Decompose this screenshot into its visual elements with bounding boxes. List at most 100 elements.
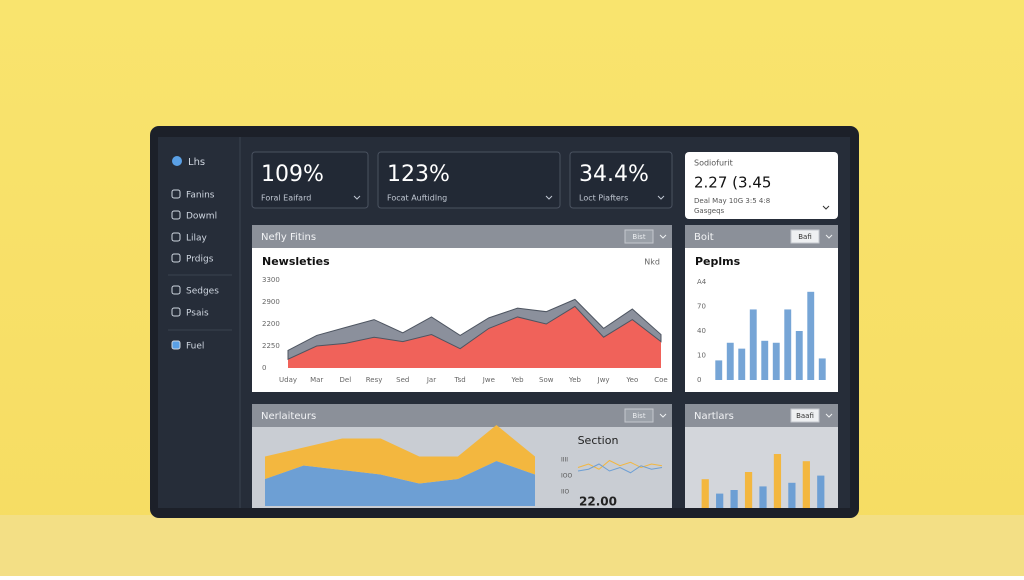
bar — [744, 472, 753, 508]
panel-header-title: Nerlaiteurs — [261, 411, 316, 422]
y-tick-label: 3300 — [262, 276, 280, 284]
area — [287, 298, 662, 360]
kpi-label: Loct Piafters — [579, 194, 628, 203]
bar — [715, 360, 723, 380]
nav-item: Sedges — [186, 287, 219, 297]
chart-title: Newsleties — [262, 255, 330, 268]
panel-header-title: Nartlars — [694, 411, 734, 422]
kpi-value: 109% — [261, 162, 324, 187]
nav-icon[interactable] — [171, 307, 181, 317]
nav-icon[interactable] — [171, 232, 181, 242]
header-caret — [825, 234, 833, 239]
bar — [749, 309, 757, 380]
x-tick-label: Yeo — [625, 376, 638, 384]
panel-header — [252, 404, 672, 427]
brand: Lhs — [188, 157, 205, 168]
line — [577, 463, 663, 474]
bar — [761, 340, 769, 380]
area — [288, 306, 661, 368]
nav-item: Fanins — [186, 191, 215, 201]
header-button[interactable] — [624, 229, 654, 244]
y-tick-label: 70 — [697, 303, 706, 311]
area — [265, 425, 535, 484]
table — [0, 515, 1024, 576]
x-tick-label: Mar — [310, 376, 323, 384]
kpi-value: 34.4% — [579, 162, 649, 187]
nav-icon[interactable] — [171, 253, 181, 263]
panel-body — [252, 248, 672, 392]
x-tick-label: Resy — [366, 376, 383, 384]
x-tick-label: Tsd — [454, 376, 466, 384]
kpi-caption: Sodiofurit — [694, 159, 733, 168]
x-tick-label: Yeb — [510, 376, 524, 384]
bar — [788, 482, 796, 508]
y-tick-label: IIO — [561, 489, 570, 496]
bar — [773, 454, 782, 508]
bar — [807, 291, 815, 380]
x-tick-label: Sow — [539, 376, 554, 384]
y-tick-label: 2200 — [262, 320, 280, 328]
dropdown-arrow — [822, 205, 830, 210]
bar — [802, 461, 810, 508]
y-tick-label: IOO — [561, 473, 572, 480]
header-caret — [659, 413, 667, 418]
kpi-label: Deal May 10G 3:5 4:8 — [694, 197, 770, 205]
y-tick-label: A4 — [697, 278, 707, 286]
kpi-card[interactable] — [685, 152, 838, 219]
nav-item: Fuel — [186, 342, 204, 352]
y-tick-label: 0 — [262, 364, 266, 372]
bar — [716, 493, 724, 508]
kpi-card[interactable] — [251, 151, 369, 209]
bar — [817, 475, 825, 508]
header-button[interactable] — [624, 408, 654, 423]
header-button-label: Bafi — [798, 233, 812, 241]
x-tick-label: Jwe — [482, 376, 495, 384]
kpi-label: Focat Auftidlng — [387, 194, 447, 203]
x-tick-label: Jar — [426, 376, 436, 384]
dropdown-arrow — [545, 195, 553, 200]
nav-item: Prdigs — [186, 255, 214, 265]
brand-icon — [172, 156, 182, 166]
kpi-value: 123% — [387, 162, 450, 187]
dropdown-arrow — [353, 195, 361, 200]
header-button[interactable] — [790, 408, 820, 423]
bar — [738, 348, 746, 380]
x-tick-label: Del — [340, 376, 352, 384]
x-tick-label: Jwy — [597, 376, 610, 384]
header-button-label: Bist — [632, 233, 645, 241]
section-total: 22.00 — [579, 495, 617, 509]
x-tick-label: Coe — [654, 376, 667, 384]
y-tick-label: IIII — [561, 457, 568, 464]
header-caret — [825, 413, 833, 418]
chart-title: Peplms — [695, 255, 741, 268]
kpi-sublabel: Gasgeqs — [694, 207, 725, 215]
nav-icon[interactable] — [171, 340, 181, 350]
bar — [818, 358, 826, 380]
y-tick-label: 40 — [697, 327, 706, 335]
kpi-card[interactable] — [569, 151, 673, 209]
bar — [772, 342, 780, 380]
x-tick-label: Sed — [396, 376, 409, 384]
nav-item: Dowml — [186, 212, 217, 222]
header-button-label: Bist — [632, 412, 645, 420]
kpi-value: 2.27 (3.45 — [694, 174, 771, 192]
bar — [759, 486, 767, 508]
kpi-card[interactable] — [377, 151, 561, 209]
nav-icon[interactable] — [171, 189, 181, 199]
area — [265, 461, 535, 506]
y-tick-label: 0 — [697, 376, 701, 384]
y-tick-label: 2900 — [262, 298, 280, 306]
panel-header — [252, 225, 672, 248]
bar — [795, 331, 803, 380]
chart-badge: Nkd — [644, 258, 660, 267]
y-tick-label: 10 — [697, 352, 706, 360]
nav-icon[interactable] — [171, 285, 181, 295]
header-button[interactable] — [790, 229, 820, 244]
nav-item: Lilay — [186, 234, 208, 244]
nav-icon[interactable] — [171, 210, 181, 220]
dropdown-arrow — [657, 195, 665, 200]
header-caret — [659, 234, 667, 239]
panel-header-title: Boit — [694, 232, 714, 243]
bar — [726, 342, 734, 380]
